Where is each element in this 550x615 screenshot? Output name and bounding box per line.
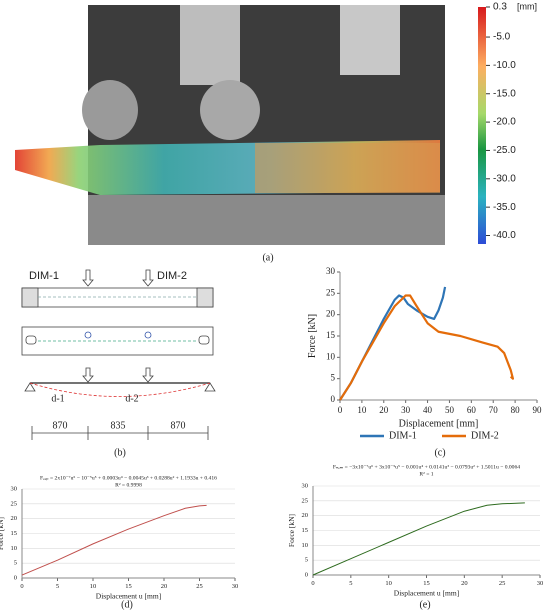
series-line — [339, 286, 447, 401]
x-tick-label: 15 — [125, 583, 132, 590]
panel-label: (d) — [121, 599, 133, 610]
span-label: 870 — [171, 420, 186, 431]
colorbar — [478, 7, 486, 244]
span-label: 870 — [53, 420, 68, 431]
y-tick-label: 10 — [11, 545, 18, 552]
x-tick-label: 10 — [90, 583, 97, 590]
span-label: 835 — [111, 420, 126, 431]
y-tick-label: 30 — [302, 482, 309, 489]
colorbar-tick-label: -15.0 — [493, 88, 516, 99]
y-tick-label: 20 — [302, 512, 309, 519]
y-tick-label: 10 — [326, 351, 336, 361]
colorbar-tick-label: -20.0 — [493, 117, 516, 128]
x-axis-label: Displacement u [mm] — [394, 589, 459, 598]
x-tick-label: 25 — [196, 583, 203, 590]
y-tick-label: 5 — [14, 560, 17, 567]
colorbar-tick-label: -40.0 — [493, 230, 516, 241]
panel-label: (b) — [114, 447, 126, 458]
legend-label: DIM-1 — [389, 430, 417, 441]
colorbar-tick-label: -5.0 — [493, 32, 511, 43]
y-tick-label: 30 — [326, 266, 336, 276]
y-tick-label: 15 — [302, 527, 309, 534]
y-tick-label: 0 — [14, 574, 17, 581]
y-tick-label: 15 — [11, 530, 18, 537]
y-tick-label: 25 — [326, 287, 336, 297]
x-axis-label: Displacement [mm] — [399, 418, 479, 429]
y-tick-label: 10 — [302, 542, 309, 549]
colorbar-tick-label: -10.0 — [493, 60, 516, 71]
x-tick-label: 5 — [349, 580, 352, 587]
y-axis-label: Force [kN] — [0, 517, 5, 550]
panel-label: (a) — [262, 252, 273, 263]
r-squared: R² = 1 — [419, 471, 433, 477]
colorbar-unit: [mm] — [517, 1, 537, 11]
x-tick-label: 15 — [423, 580, 430, 587]
y-tick-label: 15 — [326, 330, 336, 340]
deflection-label: d-1 — [51, 393, 64, 404]
x-tick-label: 30 — [537, 580, 544, 587]
equation: Fₙₑₘ = −3x10⁻⁷u⁶ + 3x10⁻⁵u⁵ − 0.001u⁴ + … — [333, 464, 520, 470]
y-axis-label: Force [kN] — [307, 314, 318, 358]
beam-diagram — [21, 269, 216, 440]
y-tick-label: 0 — [305, 571, 308, 578]
photo — [15, 5, 445, 245]
y-axis-label: Force [kN] — [287, 514, 296, 547]
x-tick-label: 25 — [499, 580, 506, 587]
colorbar-tick-label: 0.3 — [493, 2, 507, 13]
x-tick-label: 5 — [56, 583, 59, 590]
colorbar-tick-label: -35.0 — [493, 202, 516, 213]
series-line — [312, 502, 525, 576]
y-tick-label: 30 — [11, 485, 18, 492]
x-tick-label: 0 — [311, 580, 314, 587]
x-tick-label: 80 — [511, 405, 521, 415]
panel-label: (e) — [419, 599, 430, 610]
y-tick-label: 20 — [326, 309, 336, 319]
beam-label: DIM-2 — [157, 270, 187, 282]
x-tick-label: 20 — [161, 583, 168, 590]
x-tick-label: 0 — [338, 405, 343, 415]
equation: Fₑₓₚ = 2x10⁻⁷u⁶ − 10⁻⁵u⁵ + 0.0003u⁴ − 0.… — [40, 475, 217, 481]
panel-label: (c) — [434, 447, 445, 458]
colorbar-tick-label: -25.0 — [493, 145, 516, 156]
y-tick-label: 25 — [11, 500, 18, 507]
y-tick-label: 5 — [331, 373, 336, 383]
x-tick-label: 20 — [461, 580, 468, 587]
x-tick-label: 20 — [379, 405, 389, 415]
series-line — [339, 294, 515, 401]
x-tick-label: 0 — [20, 583, 23, 590]
y-tick-label: 25 — [302, 497, 309, 504]
x-tick-label: 10 — [357, 405, 367, 415]
series-line — [21, 504, 207, 576]
x-tick-label: 10 — [385, 580, 392, 587]
x-axis-label: Displacement u [mm] — [96, 592, 161, 601]
deflection-label: d-2 — [125, 393, 138, 404]
y-tick-label: 20 — [11, 515, 18, 522]
x-tick-label: 90 — [533, 405, 543, 415]
beam-label: DIM-1 — [29, 270, 59, 282]
x-tick-label: 40 — [423, 405, 433, 415]
colorbar-tick-label: -30.0 — [493, 173, 516, 184]
x-tick-label: 30 — [232, 583, 239, 590]
y-tick-label: 0 — [331, 394, 336, 404]
x-tick-label: 70 — [489, 405, 499, 415]
x-tick-label: 50 — [445, 405, 455, 415]
x-tick-label: 60 — [467, 405, 477, 415]
r-squared: R² = 0.9998 — [115, 482, 142, 488]
legend-label: DIM-2 — [471, 430, 499, 441]
x-tick-label: 30 — [401, 405, 411, 415]
y-tick-label: 5 — [305, 557, 308, 564]
